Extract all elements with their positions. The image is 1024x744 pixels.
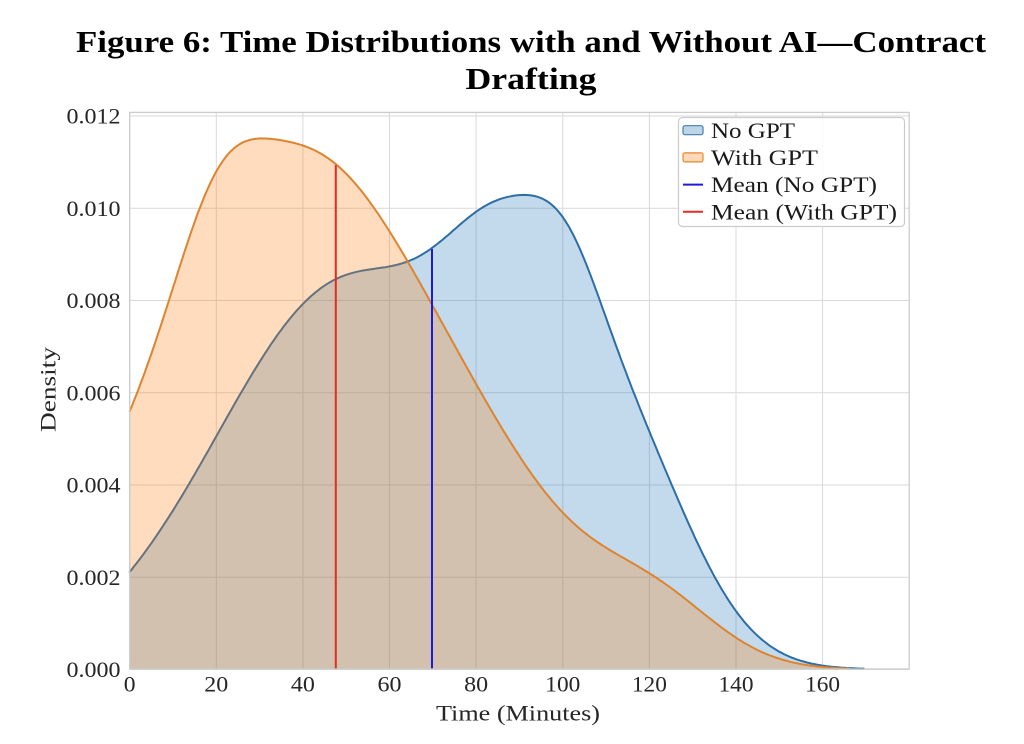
svg-text:0.000: 0.000 — [67, 657, 121, 682]
svg-text:80: 80 — [464, 672, 488, 697]
svg-text:40: 40 — [291, 672, 315, 697]
svg-text:0.010: 0.010 — [67, 196, 121, 221]
svg-text:Mean (With GPT): Mean (With GPT) — [711, 199, 897, 224]
svg-text:0.008: 0.008 — [67, 288, 121, 313]
svg-text:0.002: 0.002 — [67, 565, 121, 590]
svg-text:Time (Minutes): Time (Minutes) — [436, 701, 600, 726]
svg-text:With GPT: With GPT — [711, 145, 819, 170]
svg-text:0: 0 — [124, 672, 136, 697]
svg-text:0.004: 0.004 — [67, 473, 121, 498]
svg-text:140: 140 — [719, 672, 754, 697]
svg-text:0.012: 0.012 — [67, 104, 121, 129]
svg-text:20: 20 — [204, 672, 228, 697]
svg-text:Drafting: Drafting — [466, 61, 598, 96]
svg-text:120: 120 — [632, 672, 667, 697]
svg-text:No GPT: No GPT — [711, 118, 796, 143]
svg-text:0.006: 0.006 — [67, 380, 121, 405]
svg-text:Density: Density — [36, 347, 61, 432]
svg-text:Mean (No GPT): Mean (No GPT) — [711, 172, 877, 197]
svg-text:160: 160 — [805, 672, 840, 697]
svg-text:100: 100 — [545, 672, 580, 697]
svg-text:60: 60 — [378, 672, 402, 697]
svg-text:Figure 6: Time Distributions w: Figure 6: Time Distributions with and Wi… — [76, 24, 987, 59]
